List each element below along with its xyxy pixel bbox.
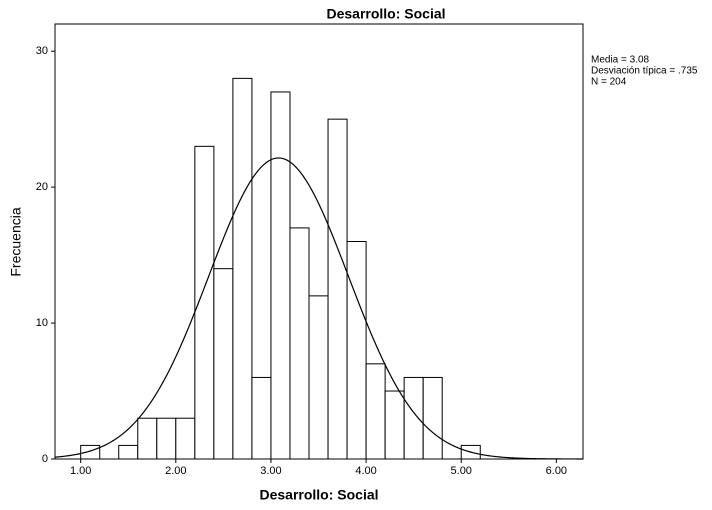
normal-curve	[54, 157, 584, 460]
bar	[156, 417, 177, 460]
bar	[194, 145, 215, 460]
bar	[365, 363, 386, 460]
bar	[251, 376, 272, 460]
x-tick-label: 1.00	[70, 465, 91, 477]
y-tick-label: 20	[36, 181, 48, 193]
chart-title: Desarrollo: Social	[326, 6, 445, 22]
bar	[403, 376, 424, 460]
plot-frame	[54, 23, 584, 460]
stats-label: Media = 3.08	[591, 55, 650, 66]
x-tick-label: 5.00	[451, 465, 472, 477]
x-tick-label: 4.00	[355, 465, 376, 477]
x-tick-label: 6.00	[546, 465, 567, 477]
bar	[422, 376, 443, 460]
x-tick-label: 3.00	[260, 465, 281, 477]
y-tick-label: 30	[36, 45, 48, 57]
bar	[175, 417, 196, 460]
y-axis-label: Frecuencia	[8, 207, 24, 276]
stats-label: Desviación típica = .735	[591, 66, 698, 77]
bar	[232, 77, 253, 460]
bar	[346, 241, 367, 460]
bar	[384, 390, 405, 460]
bar	[327, 118, 348, 460]
bar	[137, 417, 158, 460]
bar	[213, 268, 234, 460]
x-tick-label: 2.00	[165, 465, 186, 477]
bar	[289, 227, 310, 460]
y-tick-label: 10	[36, 317, 48, 329]
x-axis-label: Desarrollo: Social	[259, 487, 378, 503]
y-tick-label: 0	[42, 453, 48, 465]
bar	[118, 444, 139, 460]
bar	[308, 295, 329, 460]
stats-label: N = 204	[591, 77, 627, 88]
bar	[80, 444, 101, 460]
bar	[270, 91, 291, 460]
